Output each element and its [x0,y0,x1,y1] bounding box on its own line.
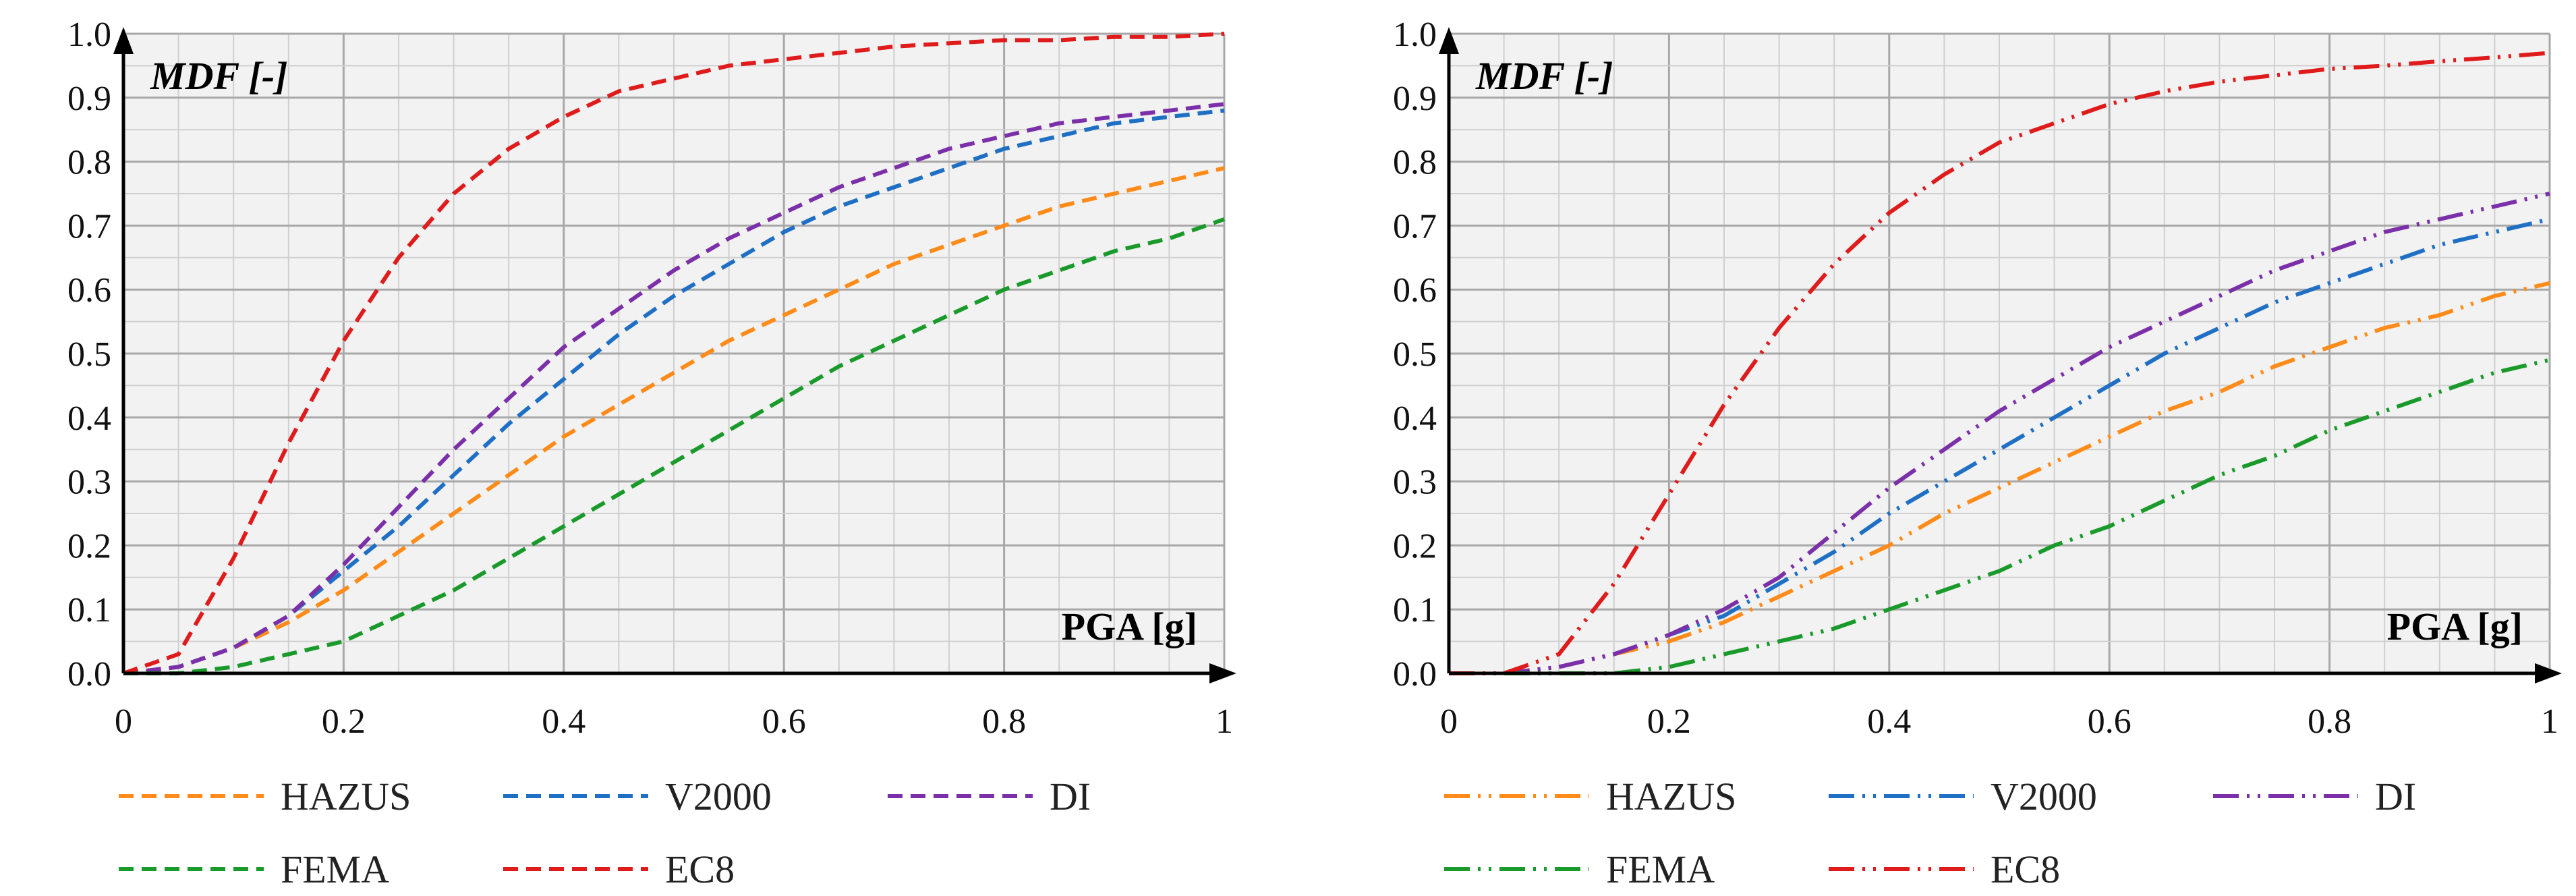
y-tick-label: 0.4 [1393,399,1437,438]
y-tick-label: 0.8 [1393,144,1437,182]
x-tick-label: 0 [1440,702,1458,741]
y-tick-label: 0.1 [1393,591,1437,629]
x-tick-label: 0.4 [542,702,585,741]
legend-label-v2000: V2000 [1991,775,2097,818]
legend-label-di: DI [1050,775,1091,818]
y-tick-label: 0.2 [1393,527,1437,565]
legend-label-hazus: HAZUS [281,775,411,818]
y-tick-label: 0.0 [67,655,111,694]
x-tick-label: 0.2 [1647,702,1691,741]
y-tick-label: 0.9 [1393,80,1437,118]
axes [1439,27,2562,683]
chart-panel-right: 0.0 0.1 0.2 0.3 0.4 0.5 0.6 0.7 0.8 0.9 1.0 0 0.2 0.4… [1393,16,2562,891]
series-line-di [1449,192,2550,675]
y-tick-label: 0.0 [1393,655,1437,694]
legend: HAZUS V2000 DI FEMA EC8 [119,775,1091,891]
x-tick-label: 1 [1215,702,1233,741]
y-axis-title: MDF [-] [1475,54,1613,98]
x-tick-label: 0.4 [1867,702,1911,741]
y-axis-arrow-icon [113,27,134,54]
x-tick-label: 1 [2541,702,2558,741]
y-tick-label: 0.5 [67,335,111,374]
y-tick-label: 0.2 [67,527,111,565]
legend: HAZUS V2000 DI FEMA EC8 [1444,775,2416,891]
y-tick-label: 1.0 [1393,16,1437,54]
legend-label-ec8: EC8 [665,847,735,891]
legend-label-ec8: EC8 [1991,847,2060,891]
series-line-ec8 [123,32,1225,675]
y-axis-arrow-icon [1439,27,1459,54]
series-line-di [123,102,1225,675]
axes [113,27,1236,683]
x-axis-arrow-icon [1209,663,1236,683]
series-line-ec8 [1449,51,2550,675]
y-tick-label: 0.7 [1393,207,1437,246]
x-tick-label: 0 [115,702,132,741]
y-tick-label: 0.9 [67,80,111,118]
series-line-hazus [123,166,1225,675]
grid [122,32,1226,675]
y-tick-label: 0.5 [1393,335,1437,374]
x-axis-arrow-icon [2535,663,2562,683]
series-line-fema [1449,358,2550,675]
legend-label-fema: FEMA [1606,847,1715,891]
y-tick-label: 0.1 [67,591,111,629]
x-tick-label: 0.8 [2308,702,2351,741]
series-line-fema [123,217,1225,675]
legend-label-di: DI [2375,775,2416,818]
y-tick-label: 0.4 [67,399,111,438]
y-tick-label: 0.3 [67,464,111,502]
x-tick-label: 0.6 [762,702,806,741]
grid [1448,32,2551,675]
y-tick-label: 0.7 [67,207,111,246]
y-axis-title: MDF [-] [150,54,288,98]
legend-label-hazus: HAZUS [1606,775,1736,818]
x-axis-title: PGA [g] [2387,605,2523,648]
y-tick-label: 0.8 [67,144,111,182]
legend-label-v2000: V2000 [665,775,772,818]
x-tick-label: 0.6 [2088,702,2131,741]
legend-label-fema: FEMA [281,847,389,891]
x-tick-label: 0.2 [322,702,366,741]
x-axis-title: PGA [g] [1062,605,1197,648]
y-tick-label: 0.3 [1393,464,1437,502]
series-line-v2000 [123,108,1225,675]
y-tick-label: 0.6 [67,271,111,310]
y-tick-label: 0.6 [1393,271,1437,310]
y-tick-label: 1.0 [67,16,111,54]
x-tick-label: 0.8 [982,702,1026,741]
chart-panel-left: 0.0 0.1 0.2 0.3 0.4 0.5 0.6 0.7 0.8 0.9 1.0 0 0.2 0.4… [67,16,1236,891]
